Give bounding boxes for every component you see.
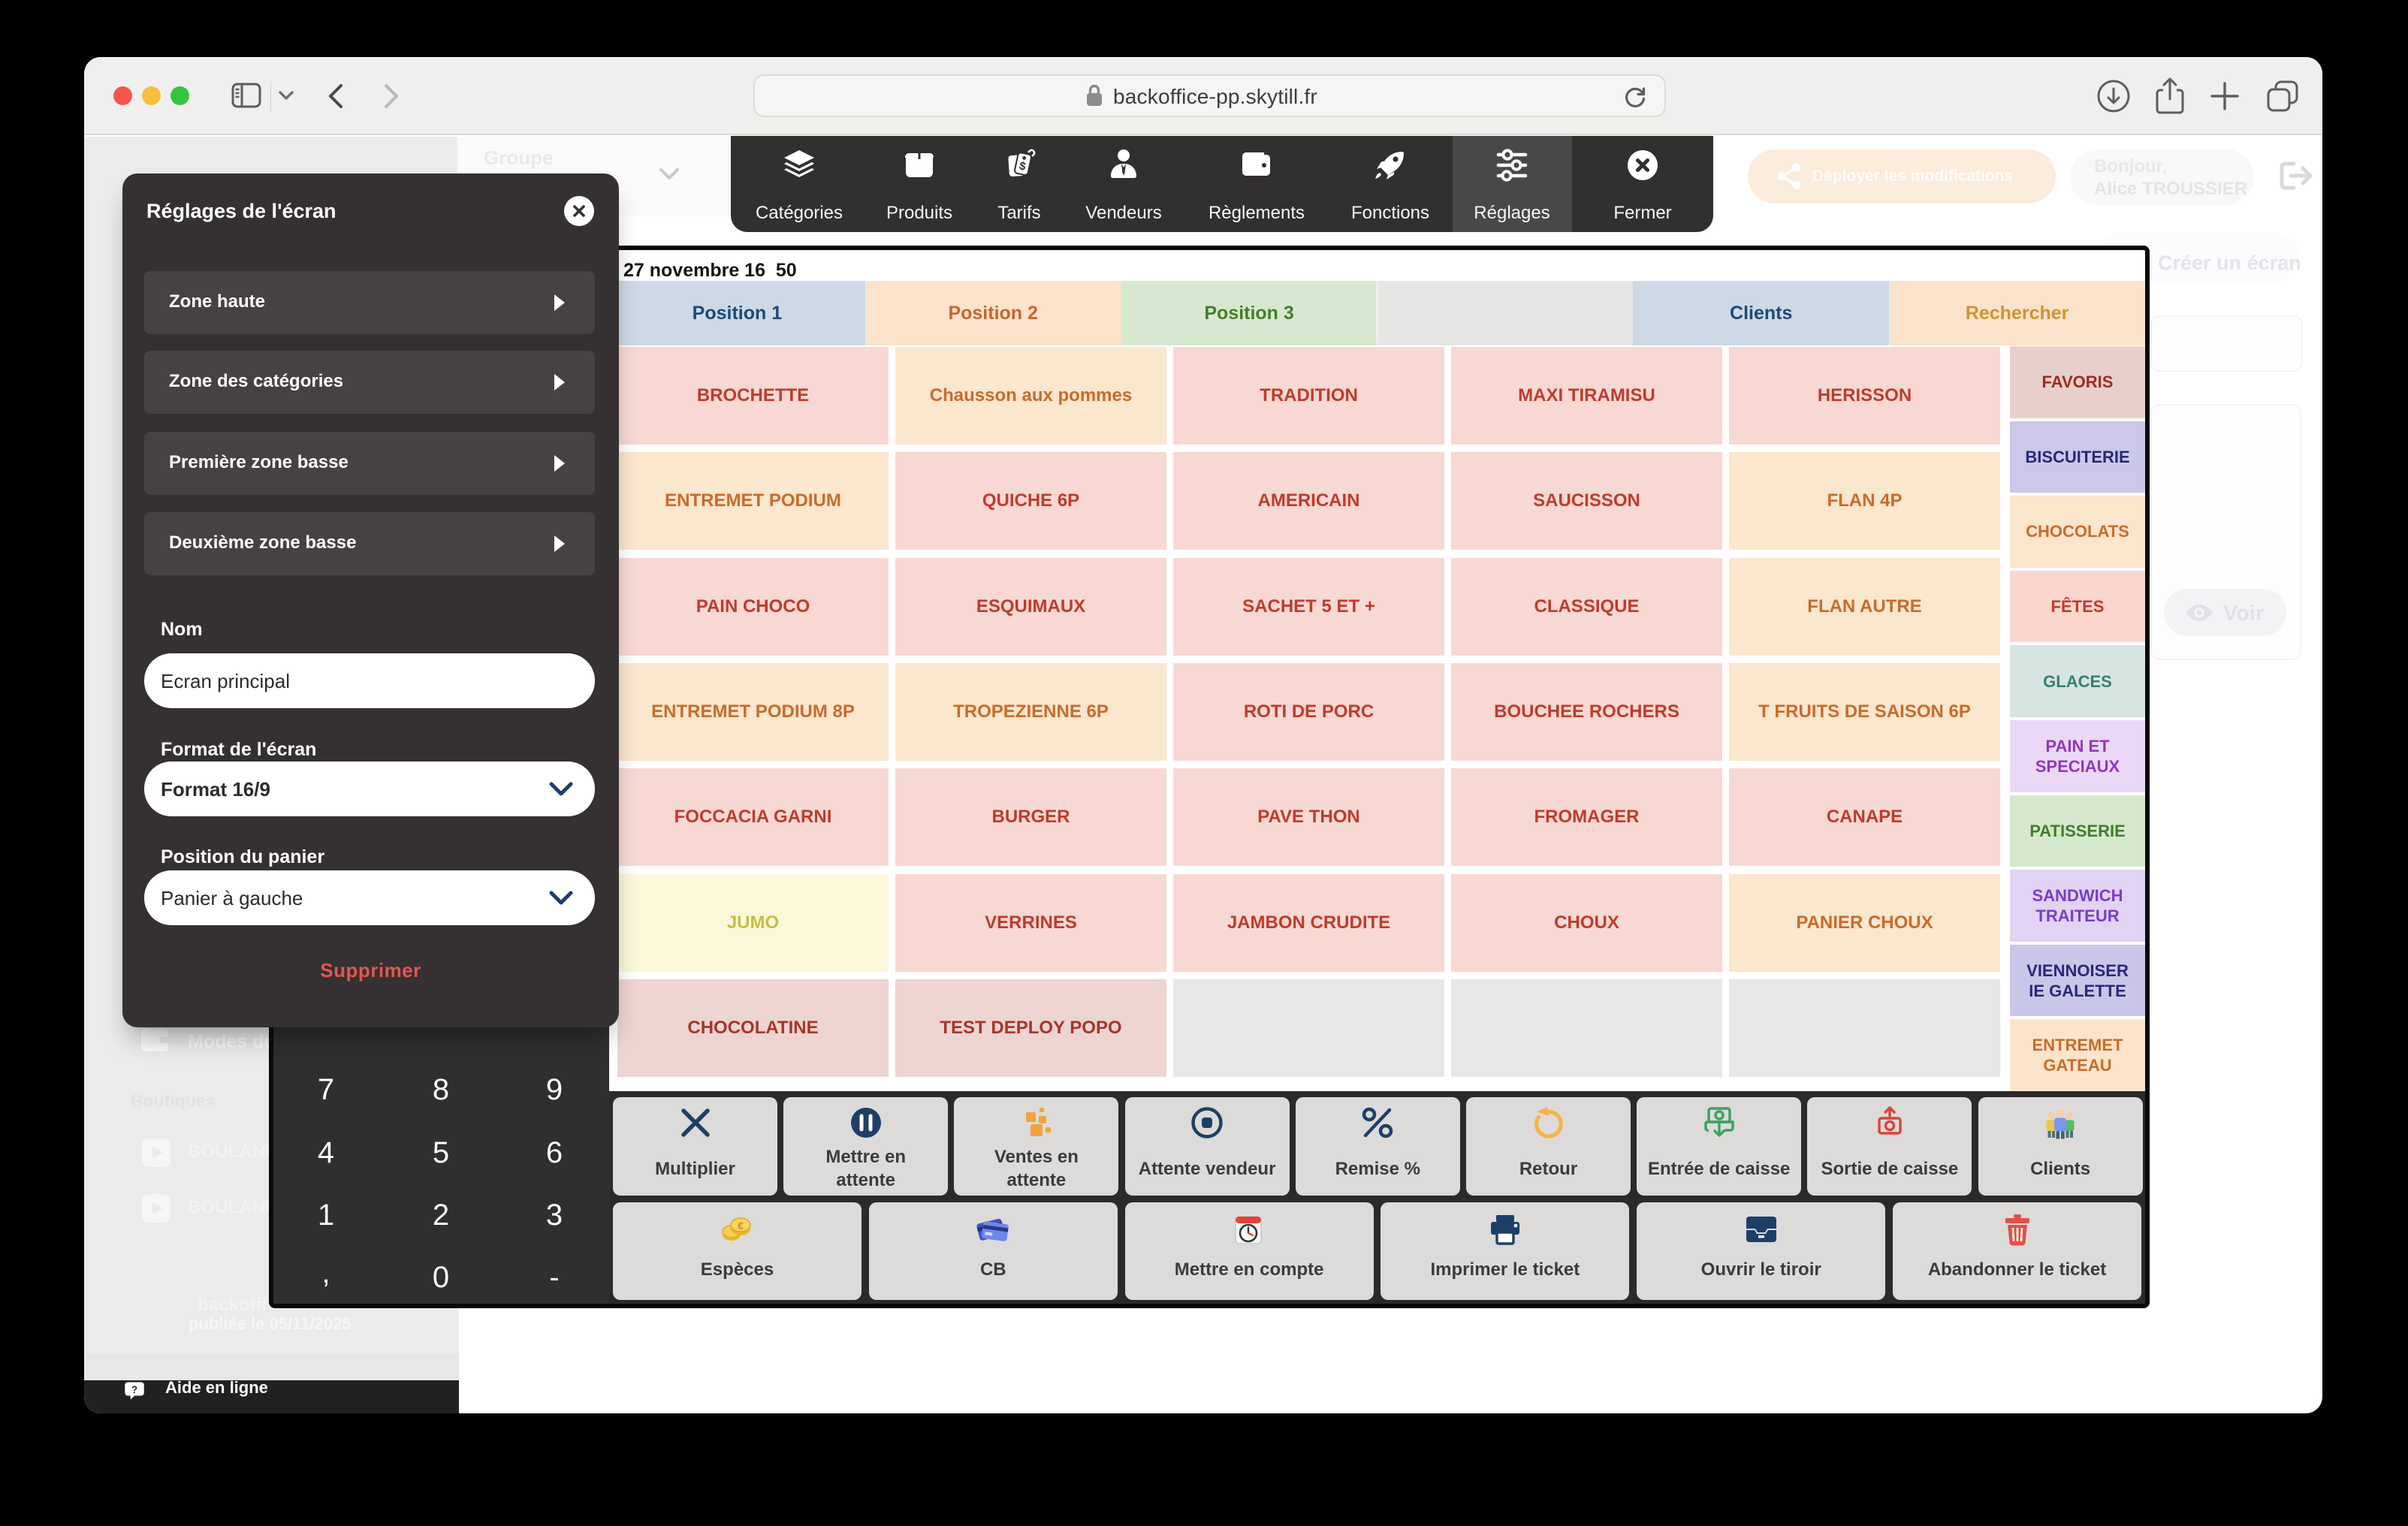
svg-text:€: €: [738, 1220, 744, 1232]
svg-text:?: ?: [131, 1384, 137, 1395]
